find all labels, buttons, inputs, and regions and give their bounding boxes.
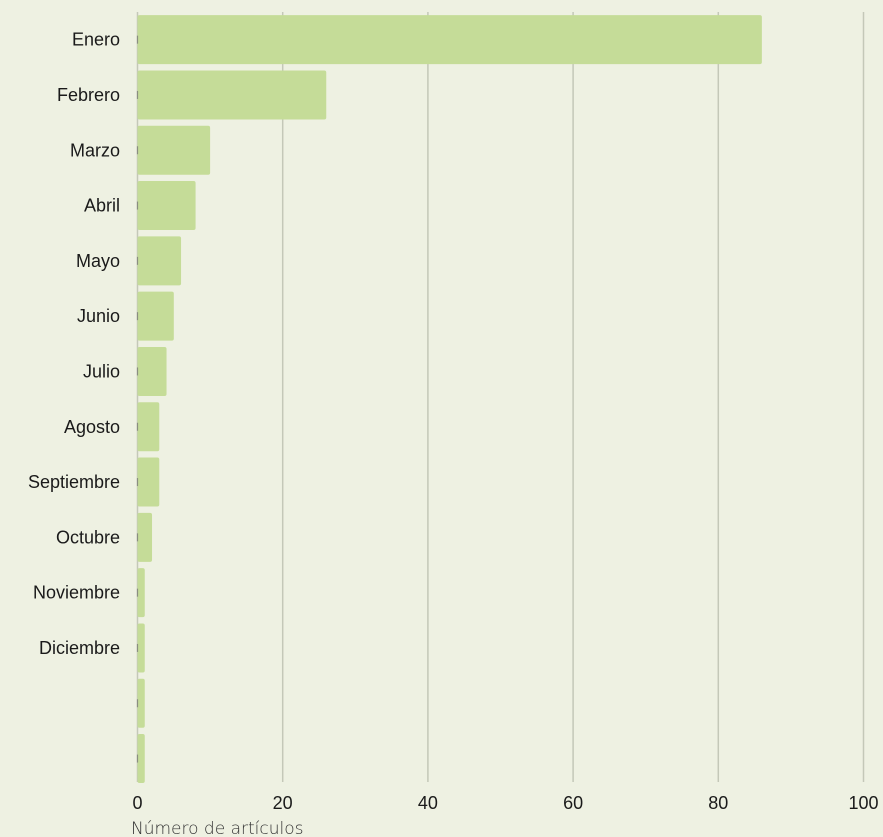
gridlines: [136, 12, 865, 782]
bar-unlabeled-12: [137, 678, 145, 728]
category-label: Mayo: [76, 251, 120, 271]
category-label: Marzo: [70, 140, 120, 160]
bar-mayo: [137, 236, 182, 286]
bar-diciembre: [137, 623, 145, 673]
bar-unlabeled-13: [137, 734, 145, 784]
category-label: Junio: [77, 306, 120, 326]
x-tick-label: 60: [563, 793, 583, 813]
category-label: Agosto: [64, 417, 120, 437]
bar-abril: [137, 181, 196, 231]
category-label: Julio: [83, 361, 120, 381]
bar-enero: [137, 15, 762, 65]
x-tick-label: 20: [273, 793, 293, 813]
category-label: Febrero: [57, 85, 120, 105]
bar-noviembre: [137, 568, 145, 618]
x-tick-label: 40: [418, 793, 438, 813]
bar-marzo: [137, 125, 211, 175]
bar-febrero: [137, 70, 327, 120]
category-label: Diciembre: [39, 638, 120, 658]
x-tick-label: 80: [708, 793, 728, 813]
bar-agosto: [137, 402, 160, 452]
bar-julio: [137, 346, 167, 396]
category-label: Abril: [84, 196, 120, 216]
category-label: Septiembre: [28, 472, 120, 492]
bars: [136, 15, 762, 784]
bar-octubre: [137, 512, 153, 562]
bar-junio: [137, 291, 174, 341]
x-tick-label: 100: [848, 793, 878, 813]
x-tick-labels: 0 20 40 60 80 100: [132, 793, 878, 813]
category-label: Enero: [72, 30, 120, 50]
category-label: Noviembre: [33, 583, 120, 603]
bar-septiembre: [137, 457, 160, 507]
category-label: Octubre: [56, 527, 120, 547]
x-tick-label: 0: [132, 793, 142, 813]
category-labels: Enero Febrero Marzo Abril Mayo Junio Julio Agos…: [28, 30, 120, 658]
x-axis-title: Número de artículos: [131, 819, 303, 837]
